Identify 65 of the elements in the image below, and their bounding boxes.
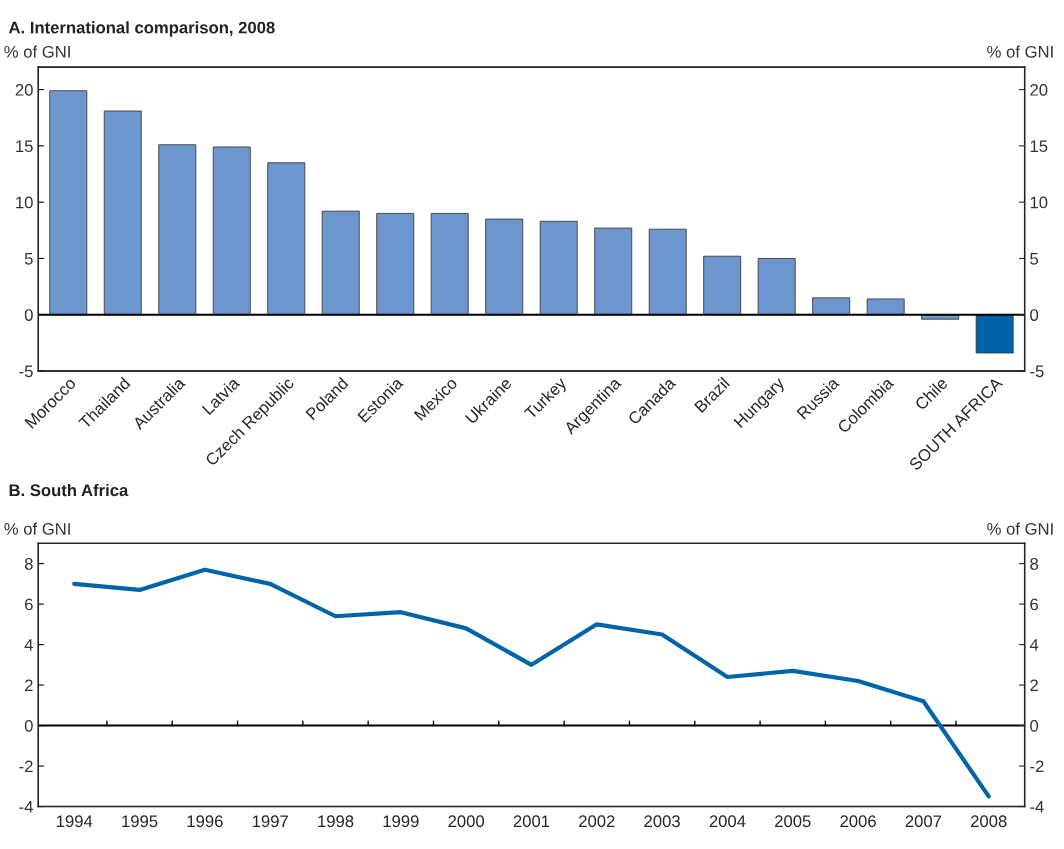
y2-tick-label: -5 — [1030, 365, 1044, 378]
y2-tick-label: 0 — [1030, 719, 1039, 732]
bar — [212, 146, 251, 316]
bar — [430, 212, 469, 316]
x-tick-label: 2008 — [971, 815, 1007, 828]
y2-tick-label: 10 — [1030, 196, 1048, 209]
y2-tick-label: 0 — [1030, 309, 1039, 321]
y2-tick-label: 8 — [1030, 558, 1039, 570]
x-tick-label: 1998 — [318, 815, 354, 828]
bar — [866, 298, 905, 316]
x-tick-label: 2000 — [448, 815, 485, 828]
y2-tick-label: 20 — [1030, 83, 1048, 96]
y2-tick-label: 2 — [1030, 679, 1038, 692]
chart-title: B. South Africa — [9, 483, 129, 497]
y-tick-label: 2 — [25, 679, 33, 692]
bar — [757, 258, 796, 316]
x-tick-label: 2006 — [840, 815, 876, 828]
x-tick-label: 1996 — [187, 815, 223, 828]
x-tick-label: 1995 — [122, 815, 158, 828]
bar — [376, 212, 415, 316]
x-tick-label: 1997 — [252, 815, 288, 828]
line-series — [72, 567, 991, 799]
x-tick-label: 2003 — [644, 815, 680, 828]
y-tick-label: -4 — [19, 801, 33, 813]
x-tick-label: 2005 — [775, 815, 811, 828]
y-tick-label: -5 — [19, 365, 33, 378]
y2-tick-label: -4 — [1030, 801, 1044, 813]
y-axis-title: % of GNI — [4, 45, 70, 58]
bar — [594, 227, 633, 316]
y2-tick-label: -2 — [1030, 760, 1044, 773]
x-tick-label: 2007 — [905, 815, 942, 828]
x-tick-label: 1999 — [383, 815, 419, 828]
bar — [485, 218, 524, 316]
y-tick-label: 6 — [25, 598, 33, 611]
bar — [812, 297, 851, 316]
y2-tick-label: 6 — [1030, 598, 1039, 611]
y-tick-label: 5 — [24, 253, 33, 265]
bar — [321, 210, 360, 316]
chart-title: A. International comparison, 2008 — [8, 21, 275, 37]
y-tick-label: 0 — [24, 719, 33, 732]
y2-axis-title: % of GNI — [987, 45, 1053, 58]
y-tick-label: 0 — [24, 309, 33, 321]
y-tick-label: 4 — [24, 639, 33, 651]
y-tick-label: -2 — [19, 760, 33, 773]
bar — [648, 228, 687, 316]
y2-tick-label: 15 — [1030, 140, 1048, 153]
bar — [975, 314, 1014, 354]
y2-tick-label: 4 — [1029, 639, 1039, 651]
y-tick-label: 10 — [16, 196, 33, 209]
y-tick-label: 8 — [24, 558, 33, 570]
y2-axis-title: % of GNI — [987, 522, 1053, 535]
y-tick-label: 20 — [15, 83, 33, 96]
bar — [158, 144, 197, 316]
x-tick-label: 2004 — [709, 815, 746, 828]
y-tick-label: 15 — [16, 140, 33, 153]
x-tick-label: 2002 — [579, 815, 615, 828]
bar — [539, 220, 578, 316]
y-axis-title: % of GNI — [4, 522, 70, 535]
bar — [49, 90, 88, 316]
x-tick-label: 1994 — [56, 815, 93, 828]
bar — [103, 110, 142, 316]
y2-tick-label: 5 — [1030, 253, 1039, 265]
bar — [703, 255, 742, 316]
bar — [267, 162, 306, 316]
x-tick-label: 2001 — [513, 815, 550, 828]
